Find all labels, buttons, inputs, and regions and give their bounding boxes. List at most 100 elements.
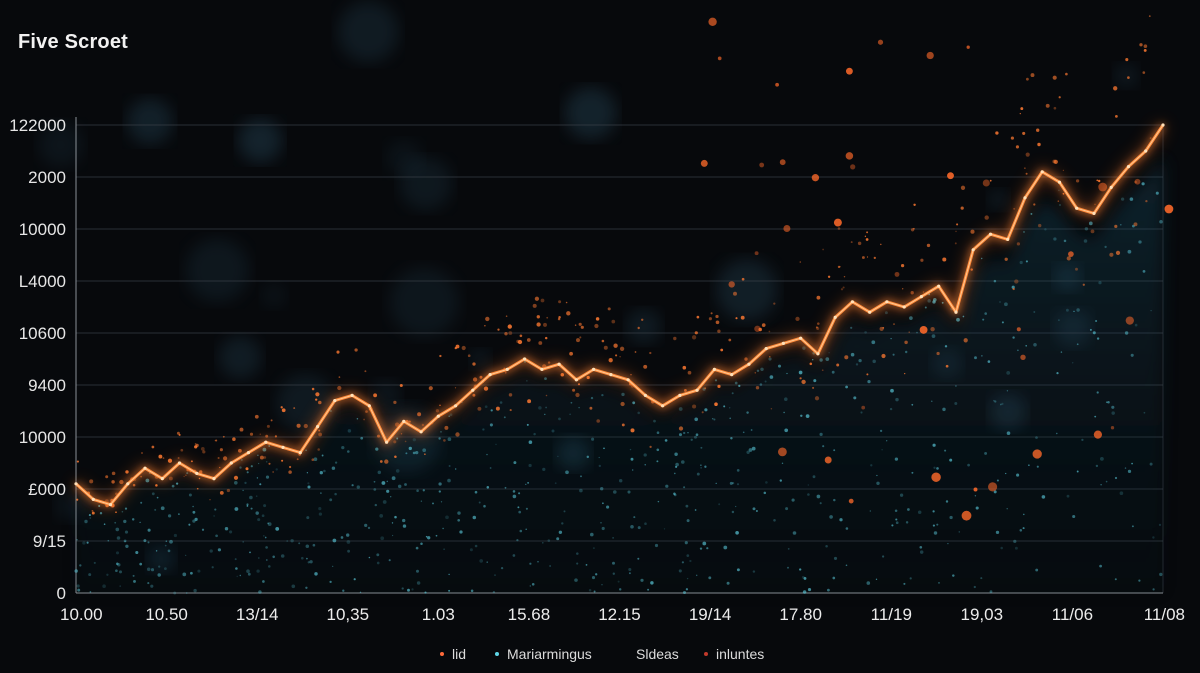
cyan-particle	[201, 528, 205, 531]
cyan-particle	[656, 448, 660, 452]
cyan-particle	[390, 496, 392, 498]
orange-particle	[566, 311, 571, 316]
orange-particle	[904, 340, 908, 345]
cyan-particle	[173, 533, 177, 538]
cyan-particle	[386, 480, 389, 483]
bokeh-circle	[127, 98, 173, 145]
cyan-particle	[890, 337, 892, 340]
data-point	[574, 378, 579, 382]
cyan-particle	[704, 408, 708, 412]
orange-particle	[687, 370, 692, 375]
cyan-particle	[115, 569, 118, 573]
orange-particle	[920, 258, 924, 262]
data-point	[540, 367, 544, 371]
cyan-particle	[879, 429, 883, 433]
orange-particle	[682, 365, 687, 370]
cyan-particle	[263, 504, 267, 508]
cyan-particle	[718, 503, 721, 506]
cyan-particle	[1127, 469, 1132, 474]
data-point	[988, 232, 993, 236]
cyan-particle	[558, 417, 561, 421]
cyan-particle	[812, 475, 816, 479]
cyan-particle	[305, 586, 308, 589]
cyan-particle	[949, 458, 953, 462]
cyan-particle	[981, 355, 983, 357]
cyan-particle	[342, 589, 345, 592]
cyan-particle	[116, 536, 121, 540]
cyan-particle	[1114, 476, 1118, 480]
orange-particle	[817, 322, 820, 325]
cyan-particle	[999, 301, 1001, 303]
cyan-particle	[1107, 401, 1110, 404]
orange-particle	[318, 432, 322, 437]
cyan-particle	[259, 483, 262, 486]
orange-particle	[338, 376, 341, 378]
cyan-particle	[598, 464, 601, 468]
cyan-particle	[673, 493, 677, 497]
spark-dot	[982, 179, 990, 187]
cyan-particle	[503, 416, 506, 419]
cyan-particle	[947, 542, 949, 545]
cyan-particle	[139, 562, 143, 566]
orange-particle	[543, 322, 547, 327]
cyan-particle	[427, 536, 431, 540]
cyan-particle	[911, 471, 914, 474]
cyan-particle	[601, 584, 603, 586]
spark-dot	[824, 456, 832, 464]
spark-dot	[1093, 430, 1102, 439]
orange-particle	[575, 392, 580, 398]
data-point	[971, 248, 975, 252]
cyan-particle	[993, 490, 997, 494]
cyan-particle	[376, 553, 380, 557]
orange-particle	[904, 372, 906, 375]
cyan-particle	[323, 469, 326, 473]
cyan-particle	[828, 352, 830, 354]
spark-dot	[848, 498, 854, 504]
orange-particle	[701, 411, 704, 414]
cyan-particle	[933, 466, 936, 469]
cyan-particle	[1084, 227, 1089, 231]
cyan-particle	[1120, 224, 1122, 226]
cyan-particle	[895, 518, 898, 521]
orange-particle	[1022, 131, 1026, 135]
cyan-particle	[602, 502, 604, 505]
cyan-particle	[257, 462, 260, 465]
spark-dot	[1164, 204, 1174, 214]
cyan-particle	[696, 472, 700, 476]
orange-particle	[989, 179, 992, 182]
cyan-particle	[731, 481, 735, 485]
orange-particle	[185, 474, 187, 476]
x-tick-label: 15.68	[508, 605, 551, 624]
data-point	[885, 300, 889, 304]
cyan-particle	[1041, 495, 1046, 499]
orange-particle	[509, 409, 512, 412]
cyan-particle	[723, 545, 728, 550]
cyan-particle	[164, 544, 167, 547]
x-tick-label: 11/06	[1052, 605, 1093, 624]
cyan-particle	[656, 431, 660, 435]
cyan-particle	[395, 469, 400, 473]
cyan-particle	[88, 514, 91, 517]
cyan-particle	[160, 506, 165, 511]
orange-particle	[311, 458, 315, 462]
orange-particle	[579, 336, 582, 339]
cyan-particle	[386, 489, 390, 493]
cyan-particle	[377, 470, 382, 475]
cyan-particle	[1124, 331, 1129, 335]
orange-particle	[882, 327, 885, 329]
cyan-particle	[483, 504, 486, 508]
data-point	[333, 399, 337, 403]
orange-particle	[202, 450, 206, 454]
cyan-particle	[415, 450, 419, 455]
cyan-particle	[606, 505, 610, 509]
cyan-particle	[734, 381, 738, 385]
cyan-particle	[188, 493, 192, 497]
orange-particle	[76, 498, 79, 501]
orange-particle	[183, 475, 185, 478]
orange-particle	[558, 300, 562, 304]
cyan-particle	[356, 485, 360, 489]
cyan-particle	[146, 567, 151, 571]
cyan-particle	[958, 531, 961, 533]
data-point	[1006, 237, 1010, 241]
cyan-particle	[1017, 349, 1019, 352]
